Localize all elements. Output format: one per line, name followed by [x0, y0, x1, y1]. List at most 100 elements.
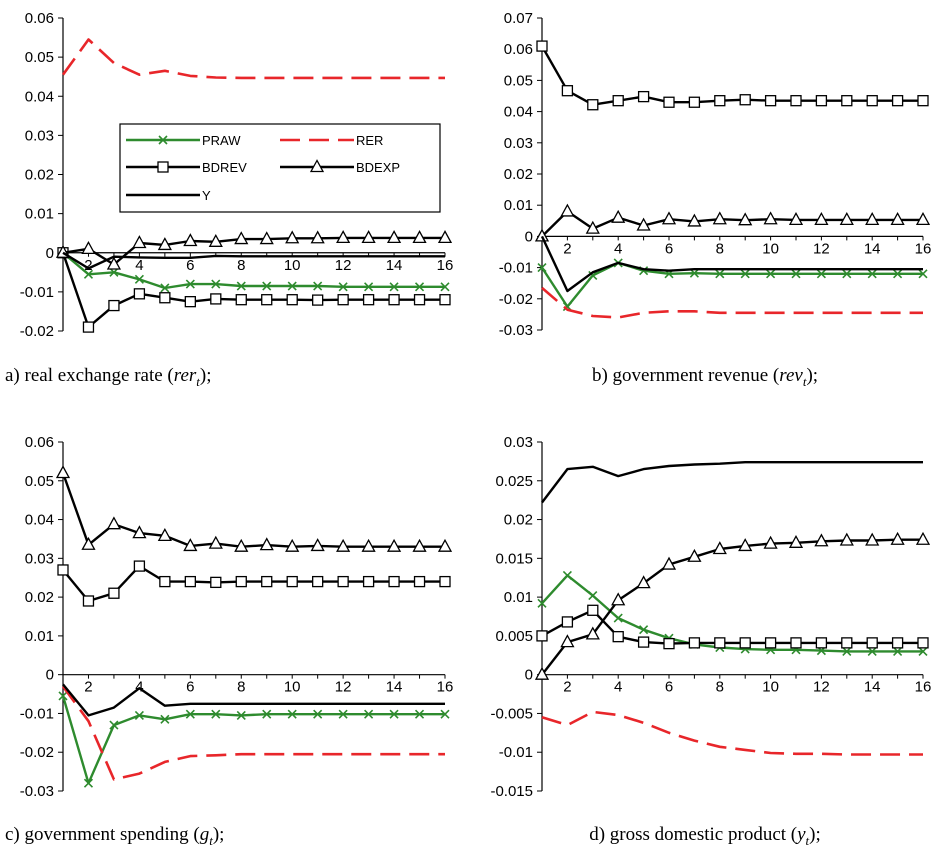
praw-point-0: [537, 263, 547, 273]
series-praw: [58, 248, 450, 293]
bdexp-point-3: [611, 209, 626, 223]
praw-point-2: [109, 720, 119, 730]
bdrev-point-14: [413, 294, 426, 306]
praw-point-13: [867, 646, 877, 656]
x-tick-label: 12: [813, 679, 830, 696]
praw-point-3: [613, 613, 623, 623]
series-line-y: [541, 461, 923, 504]
x-tick-label: 4: [135, 257, 143, 274]
caption-subscript: t: [209, 833, 213, 848]
bdrev-point-8: [739, 94, 751, 106]
caption-variable: g: [200, 824, 210, 845]
x-tick-label: 14: [864, 679, 881, 696]
praw-point-1: [83, 269, 94, 279]
series-line-bdexp: [541, 538, 923, 676]
x-tick-label: 6: [665, 679, 673, 696]
y-tick-label: 0.03: [25, 550, 54, 567]
y-tick-label: -0.005: [490, 705, 533, 722]
bdexp-point-12: [361, 230, 376, 244]
praw-point-14: [414, 282, 425, 292]
x-tick-label: 12: [335, 679, 352, 696]
bdexp-point-9: [763, 211, 778, 225]
praw-point-13: [389, 709, 399, 719]
x-tick-label: 2: [84, 679, 92, 696]
bdrev-point-12: [362, 575, 375, 588]
y-tick-label: 0.06: [25, 434, 54, 451]
bdrev-point-13: [388, 294, 400, 306]
bdexp-point-2: [106, 516, 122, 530]
panel-caption: d) gross domestic product (yt);: [589, 824, 821, 848]
bdrev-point-15: [439, 575, 451, 588]
bdrev-point-9: [764, 95, 777, 107]
caption-variable: y: [795, 824, 806, 845]
bdrev-point-8: [261, 294, 273, 306]
x-tick-label: 6: [186, 257, 194, 274]
series-line-rer: [61, 685, 445, 781]
praw-point-11: [338, 709, 348, 719]
series-line-bdexp: [62, 236, 445, 266]
caption-subscript: t: [806, 833, 810, 848]
series-bdexp: [55, 230, 453, 270]
legend-label-y: Y: [202, 188, 211, 203]
legend-label-rer: RER: [356, 133, 383, 148]
praw-point-7: [236, 710, 246, 720]
caption-subscript: t: [803, 374, 807, 389]
praw-point-13: [867, 269, 877, 279]
bdexp-point-2: [585, 626, 600, 640]
bdexp-point-15: [437, 538, 453, 552]
x-tick-label: 8: [237, 679, 245, 696]
bdrev-point-6: [210, 576, 222, 589]
x-tick-label: 16: [437, 257, 454, 274]
y-tick-label: 0.04: [25, 88, 54, 105]
bdrev-point-14: [891, 637, 904, 649]
series-y: [62, 683, 445, 717]
bdrev-point-8: [261, 575, 273, 588]
bdexp-point-4: [157, 237, 172, 251]
praw-point-14: [893, 646, 903, 656]
bdrev-point-9: [286, 575, 298, 588]
bdexp-point-4: [157, 527, 172, 541]
y-tick-label: -0.03: [20, 783, 54, 800]
y-tick-label: 0.015: [495, 550, 533, 567]
x-tick-label: 2: [563, 679, 571, 696]
y-tick-label: 0.02: [504, 512, 533, 529]
x-tick-label: 10: [762, 679, 779, 696]
x-tick-label: 16: [437, 679, 454, 696]
legend-bdrev-point-0: [157, 161, 169, 173]
praw-point-9: [766, 269, 776, 279]
bdrev-point-11: [337, 575, 349, 588]
series-bdrev: [57, 247, 451, 333]
bdexp-point-10: [788, 534, 804, 548]
x-tick-label: 2: [84, 257, 92, 274]
y-tick-label: 0.01: [25, 628, 54, 645]
y-tick-label: -0.03: [499, 322, 533, 339]
bdrev-point-10: [312, 294, 324, 306]
series-bdexp: [534, 203, 931, 242]
praw-point-10: [791, 269, 801, 279]
praw-point-1: [562, 570, 572, 580]
praw-point-15: [440, 709, 450, 719]
bdrev-point-2: [587, 99, 599, 111]
bdrev-point-11: [815, 95, 828, 107]
series-line-bdrev: [61, 252, 445, 329]
y-tick-label: 0.025: [495, 473, 533, 490]
praw-point-6: [211, 709, 221, 719]
bdexp-point-10: [310, 230, 325, 244]
x-tick-label: 12: [335, 257, 352, 274]
x-tick-label: 16: [915, 679, 932, 696]
panel-caption: c) government spending (gt);: [5, 824, 224, 848]
bdrev-point-12: [841, 95, 853, 107]
chart-panel-c: -0.03 -0.02 -0.01 0 0.01 0.02 0.03 0.04 0.05 0.06…: [5, 434, 454, 848]
bdrev-point-7: [235, 294, 247, 306]
y-tick-label: -0.015: [490, 783, 533, 800]
bdexp-point-4: [636, 217, 651, 231]
y-tick-label: 0: [46, 667, 54, 684]
y-tick-label: 0.04: [25, 512, 54, 529]
x-tick-label: 2: [563, 240, 571, 257]
panel-caption: b) government revenue (revt);: [592, 365, 818, 389]
praw-point-13: [389, 282, 399, 292]
x-tick-label: 10: [762, 240, 779, 257]
bdrev-point-1: [561, 616, 574, 628]
bdexp-point-8: [738, 538, 753, 552]
series-rer: [541, 710, 923, 756]
